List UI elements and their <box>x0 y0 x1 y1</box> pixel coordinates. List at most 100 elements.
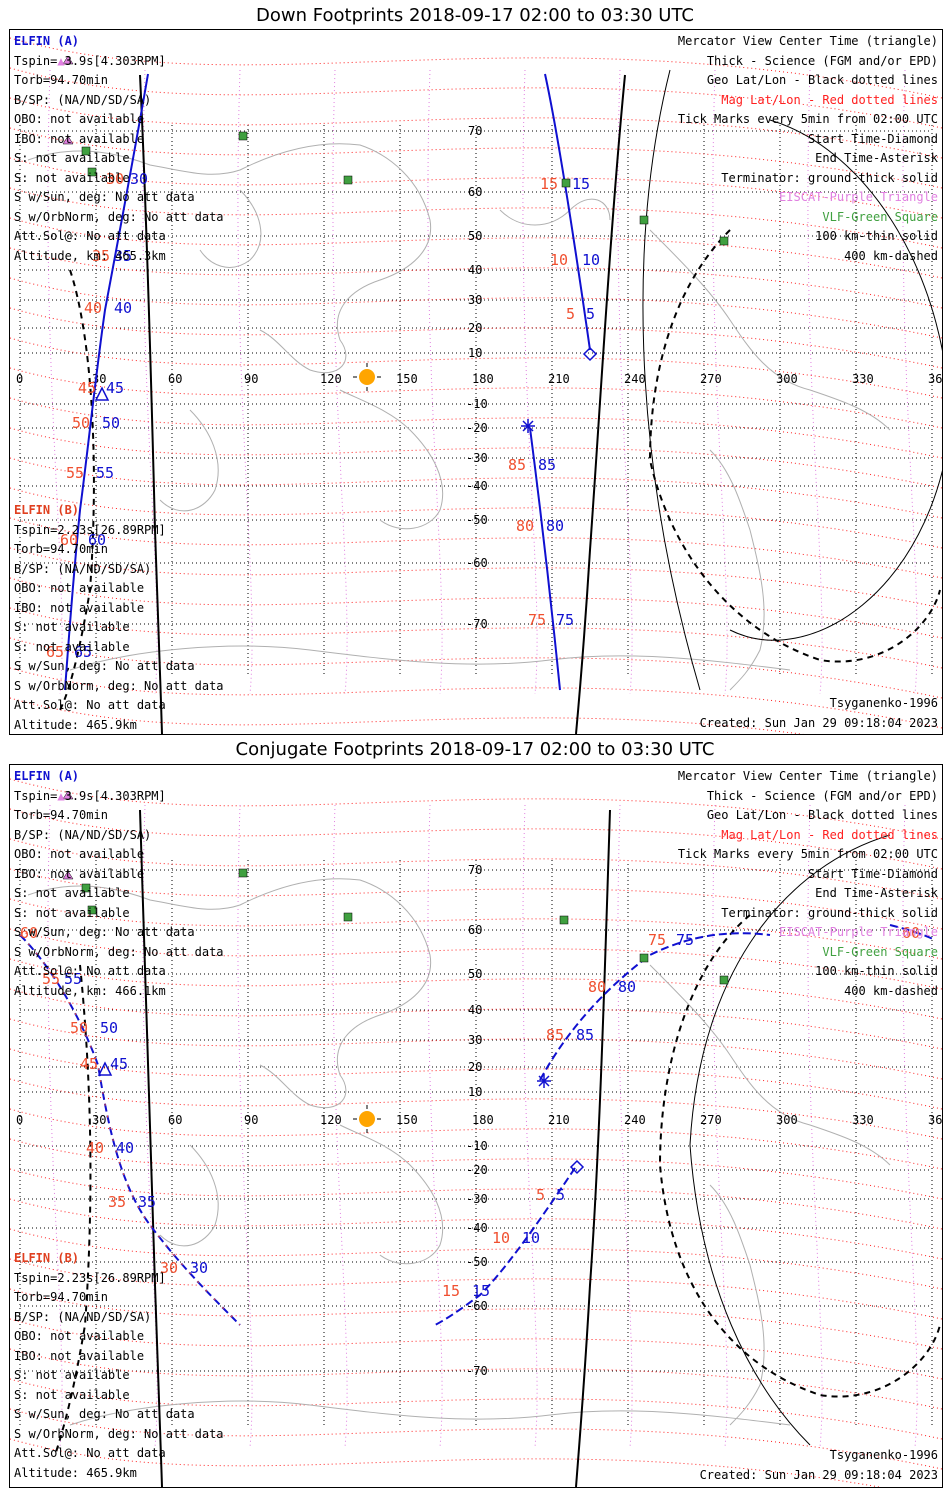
tick-label: 55 <box>64 970 82 988</box>
lat-tick-label: 40 <box>468 263 482 277</box>
tick-label: 60 <box>20 924 38 942</box>
info-line: OBO: not available <box>14 1329 145 1343</box>
mag-latitude-line <box>10 37 942 99</box>
lat-tick-label: -70 <box>466 1364 488 1378</box>
mag-latitude-line <box>10 367 942 429</box>
info-line: B/SP: (NA/ND/SD/SA) <box>14 827 152 842</box>
tick-label: 60 <box>88 531 106 549</box>
info-line: Torb=94.70min <box>14 1290 108 1304</box>
info-line: S w/OrbNorm, deg: No att data <box>14 1426 224 1441</box>
terminator-thin <box>642 69 701 691</box>
mag-longitude-line <box>712 804 728 1448</box>
start-time-diamond <box>569 1159 585 1175</box>
mag-latitude-line <box>10 697 804 734</box>
tick-label: 60 <box>60 531 78 549</box>
lat-tick-label: -10 <box>466 397 488 411</box>
tick-label: 5 <box>536 1186 545 1204</box>
tick-labels-a: 60 55 55 50 50 45 45 40 40 35 35 30 30 <box>20 924 208 1277</box>
footer-right: Tsyganenko-1996 Created: Sun Jan 29 09:1… <box>700 1446 938 1485</box>
tspin-label: Tspin= <box>14 53 58 68</box>
info-line: S: not available <box>14 1387 130 1402</box>
lat-tick-label: 70 <box>468 124 482 138</box>
mag-latitude-line <box>10 1258 942 1320</box>
legend-line: Geo Lat/Lon - Black dotted lines <box>706 808 938 822</box>
tick-label: 55 <box>42 970 60 988</box>
info-line: S: not available <box>14 1368 130 1382</box>
info-line: IBO: not available <box>14 1348 145 1363</box>
lat-tick-label: -20 <box>466 421 488 435</box>
info-line: B/SP: (NA/ND/SD/SA) <box>14 1309 152 1324</box>
info-line: Tspin=2.23s[26.89RPM] <box>14 522 166 537</box>
mag-latitude-line <box>10 127 942 189</box>
lon-tick-label: 150 <box>396 372 418 386</box>
legend: Mercator View Center Time (triangle) Thi… <box>678 32 938 266</box>
lat-tick-label: 60 <box>468 923 482 937</box>
tick-label: 55 <box>96 464 114 482</box>
legend-line: Terminator: ground-thick solid <box>721 905 938 920</box>
map-canvas-2: 0 30 60 90 120 150 180 210 240 270 300 330 360 70 60 50… <box>10 778 942 1487</box>
end-time-asterisk <box>521 419 535 433</box>
info-line: Altitude, km: 466.1km <box>14 983 166 998</box>
tick-label: 75 <box>528 611 546 629</box>
tick-label: 85 <box>508 456 526 474</box>
info-line: S w/Sun, deg: No att data <box>14 659 195 673</box>
legend-line: Mag Lat/Lon - Red dotted lines <box>721 92 938 107</box>
tick-label: 85 <box>576 1026 594 1044</box>
info-line: OBO: not available <box>14 112 145 126</box>
elfin-b-track <box>544 73 591 351</box>
lon-tick-label: 120 <box>320 372 342 386</box>
eiscat-stations <box>62 55 74 145</box>
tick-label: 80 <box>516 517 534 535</box>
info-line: S: not available <box>14 151 130 165</box>
tick-label: 5 <box>586 305 595 323</box>
info-line: Torb=94.70min <box>14 542 108 556</box>
elfin-a-label: ELFIN (A) <box>14 769 80 783</box>
mag-longitude-line <box>617 804 633 1448</box>
eiscat-triangle-icon: ▲ <box>57 788 65 803</box>
mag-latitude-line <box>10 427 942 489</box>
mag-latitude-line <box>10 868 942 930</box>
mag-latitude-line <box>10 667 942 729</box>
tick-label: 75 <box>676 931 694 949</box>
terminator-dashed <box>658 914 941 1398</box>
info-line: IBO: not available <box>14 600 145 615</box>
tick-label: 10 <box>582 251 600 269</box>
lat-tick-label: 40 <box>468 1003 482 1017</box>
tick-label: 75 <box>648 931 666 949</box>
info-line: Altitude: 465.9km <box>14 717 137 732</box>
mag-latitude-line <box>10 457 942 519</box>
info-line: Altitude, km: 465.3km <box>14 248 166 263</box>
mag-longitude-line <box>47 804 63 1448</box>
legend-line: 400 km-dashed <box>844 248 938 263</box>
legend: Mercator View Center Time (triangle) Thi… <box>678 767 938 1001</box>
eiscat-stations <box>62 790 74 880</box>
legend-line: Tick Marks every 5min from 02:00 UTC <box>677 112 938 126</box>
sun-icon <box>353 1105 381 1133</box>
tick-labels-b: 15 15 10 10 5 5 85 85 80 80 75 75 <box>508 175 600 629</box>
info-line: Torb=94.70min <box>14 73 108 87</box>
mag-latitude-line <box>10 517 942 579</box>
mag-latitude-line <box>10 838 942 900</box>
mag-longitude-line <box>237 804 253 1448</box>
info-line: Att.Sol@: No att data <box>14 964 166 978</box>
tick-labels-a: 30 30 35 35 40 40 45 45 50 50 55 55 60 6… <box>46 170 148 661</box>
legend-line: End Time-Asterisk <box>815 151 938 165</box>
elfin-b-label: ELFIN (B) <box>14 503 80 517</box>
lat-tick-label: 10 <box>468 1085 482 1099</box>
created-label: Created: Sun Jan 29 09:18:04 2023 <box>699 715 938 730</box>
lat-tick-label: 50 <box>468 229 482 243</box>
tick-label: 10 <box>550 251 568 269</box>
info-line: S w/OrbNorm, deg: No att data <box>14 678 224 693</box>
tick-label: 50 <box>70 1019 88 1037</box>
footer-right: Tsyganenko-1996 Created: Sun Jan 29 09:1… <box>700 694 938 733</box>
tick-label: 30 <box>160 1259 178 1277</box>
elfin-b-track-south <box>434 1167 576 1326</box>
tspin-value: 3.9s[4.303RPM] <box>64 53 166 68</box>
legend-line: Mercator View Center Time (triangle) <box>677 769 938 783</box>
mag-latitude-line <box>10 277 942 339</box>
lat-tick-label: -10 <box>466 1139 488 1153</box>
coastlines <box>27 143 891 691</box>
tick-label: 75 <box>556 611 574 629</box>
start-time-diamond <box>582 346 598 362</box>
info-line: OBO: not available <box>14 847 145 861</box>
